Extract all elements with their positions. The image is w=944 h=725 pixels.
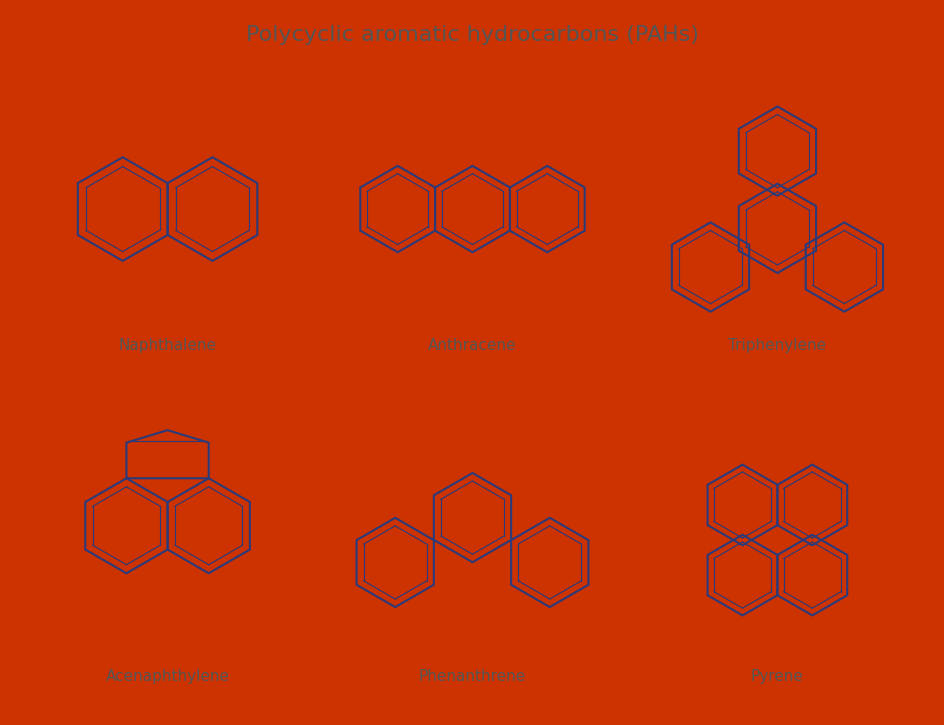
Text: Polycyclic aromatic hydrocarbons (PAHs): Polycyclic aromatic hydrocarbons (PAHs) xyxy=(245,25,699,46)
Text: Acenaphthylene: Acenaphthylene xyxy=(106,669,229,684)
Text: Triphenylene: Triphenylene xyxy=(728,338,826,353)
Text: Anthracene: Anthracene xyxy=(428,338,516,353)
Text: Phenanthrene: Phenanthrene xyxy=(418,669,526,684)
Text: Pyrene: Pyrene xyxy=(750,669,803,684)
Text: Naphthalene: Naphthalene xyxy=(118,338,216,353)
